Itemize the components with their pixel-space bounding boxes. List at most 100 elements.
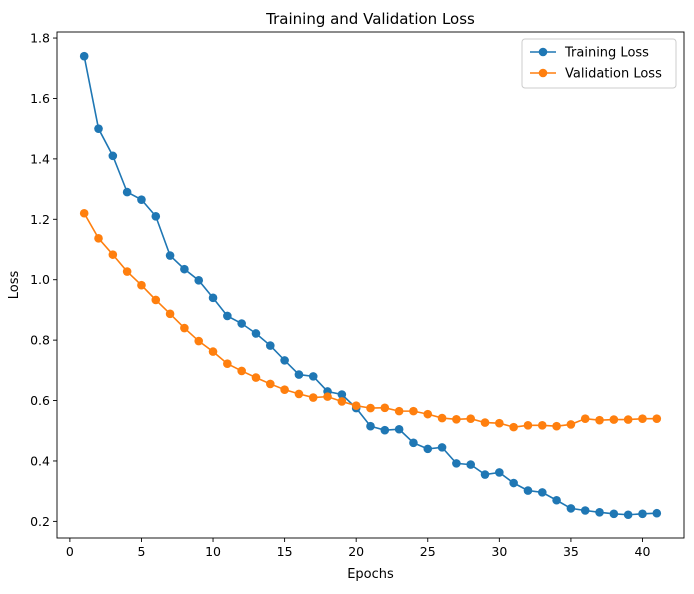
training-loss-point	[480, 470, 490, 479]
training-loss-line	[83, 56, 657, 516]
validation-loss-point	[423, 409, 433, 419]
validation-loss-point	[566, 420, 576, 429]
legend-label: Validation Loss	[565, 67, 662, 82]
training-loss-point	[79, 51, 89, 61]
validation-loss-point	[495, 418, 504, 428]
validation-loss-point	[151, 295, 161, 305]
training-loss-point	[265, 341, 275, 350]
training-loss-point	[652, 508, 662, 518]
validation-loss-point	[466, 414, 476, 423]
x-axis-label: Epochs	[347, 567, 394, 582]
validation-loss-point	[280, 385, 289, 394]
legend-marker	[538, 47, 548, 57]
validation-loss-point	[294, 389, 304, 399]
validation-loss-point	[208, 347, 218, 356]
training-loss-point	[108, 151, 118, 161]
training-loss-point	[509, 478, 518, 488]
validation-loss-point	[137, 280, 146, 290]
legend-item-training-loss: Training Loss	[530, 46, 649, 61]
validation-loss-line	[83, 212, 657, 428]
training-loss-point	[595, 508, 604, 517]
validation-loss-point	[523, 421, 533, 430]
validation-loss-point	[108, 250, 118, 259]
training-loss-point	[638, 509, 647, 519]
training-loss-point	[423, 444, 433, 454]
training-loss-point	[294, 370, 304, 379]
y-tick-label: 1.4	[30, 151, 50, 166]
validation-loss-point	[323, 392, 332, 401]
validation-loss-point	[409, 406, 418, 416]
validation-loss-point	[194, 336, 204, 346]
training-loss-point	[194, 276, 204, 285]
training-loss-point	[566, 504, 576, 513]
validation-loss-point	[366, 403, 375, 413]
training-loss-point	[380, 425, 390, 435]
training-loss-point	[580, 506, 590, 515]
validation-loss-point	[580, 414, 590, 423]
x-tick-label: 0	[66, 544, 74, 559]
validation-loss-point	[437, 413, 447, 423]
training-loss-point	[366, 421, 375, 431]
training-loss-point	[251, 329, 261, 338]
validation-loss-point	[251, 373, 261, 382]
training-loss-point	[437, 443, 447, 452]
legend-label: Training Loss	[564, 46, 649, 61]
x-tick-label: 10	[205, 544, 221, 559]
validation-loss-point	[79, 208, 89, 218]
y-tick-label: 1.2	[30, 212, 50, 227]
training-loss-point	[137, 195, 146, 204]
x-tick-label: 5	[137, 544, 145, 559]
validation-loss-point	[552, 421, 561, 431]
validation-loss-point	[265, 379, 275, 389]
validation-loss-point	[480, 418, 490, 427]
validation-loss-point	[94, 234, 103, 243]
validation-loss-point	[165, 309, 175, 319]
training-loss-point	[537, 488, 547, 497]
y-tick-label: 0.2	[30, 514, 50, 529]
y-tick-label: 0.4	[30, 453, 50, 468]
training-loss-series	[79, 51, 662, 520]
training-loss-point	[308, 372, 318, 381]
training-loss-point	[180, 264, 189, 274]
validation-loss-point	[337, 397, 347, 406]
x-tick-label: 25	[420, 544, 436, 559]
training-loss-point	[280, 356, 289, 365]
validation-loss-point	[308, 393, 318, 402]
training-loss-point	[452, 459, 461, 468]
validation-loss-point	[652, 414, 662, 423]
y-tick-label: 0.8	[30, 333, 50, 348]
legend: Training Loss Validation Loss	[521, 38, 677, 89]
training-loss-point	[409, 438, 418, 448]
legend-marker	[538, 68, 548, 78]
validation-loss-point	[509, 422, 518, 432]
validation-loss-point	[380, 403, 390, 413]
validation-loss-point	[122, 267, 132, 276]
y-tick-label: 1.0	[30, 272, 50, 287]
y-axis: 0.2 0.4 0.6 0.8 1.0 1.2 1.4 1.6 1.8	[30, 31, 57, 529]
training-loss-point	[151, 211, 161, 221]
training-loss-point	[495, 468, 504, 477]
training-loss-point	[94, 124, 103, 133]
validation-loss-point	[537, 421, 547, 430]
validation-loss-point	[223, 359, 232, 368]
training-loss-point	[609, 509, 619, 519]
x-tick-label: 15	[277, 544, 293, 559]
x-tick-label: 35	[563, 544, 579, 559]
validation-loss-point	[351, 401, 361, 410]
validation-loss-point	[394, 406, 404, 416]
training-loss-point	[337, 390, 347, 399]
validation-loss-point	[609, 415, 619, 424]
validation-loss-point	[180, 323, 189, 333]
training-loss-point	[394, 424, 404, 434]
legend-box	[521, 38, 677, 89]
training-loss-point	[552, 495, 561, 505]
chart-title: Training and Validation Loss	[265, 10, 475, 28]
training-loss-point	[523, 486, 533, 495]
x-tick-label: 30	[491, 544, 507, 559]
validation-loss-point	[452, 414, 461, 424]
y-axis-label: Loss	[7, 271, 22, 300]
training-loss-point	[223, 311, 232, 321]
y-tick-label: 1.8	[30, 31, 50, 46]
